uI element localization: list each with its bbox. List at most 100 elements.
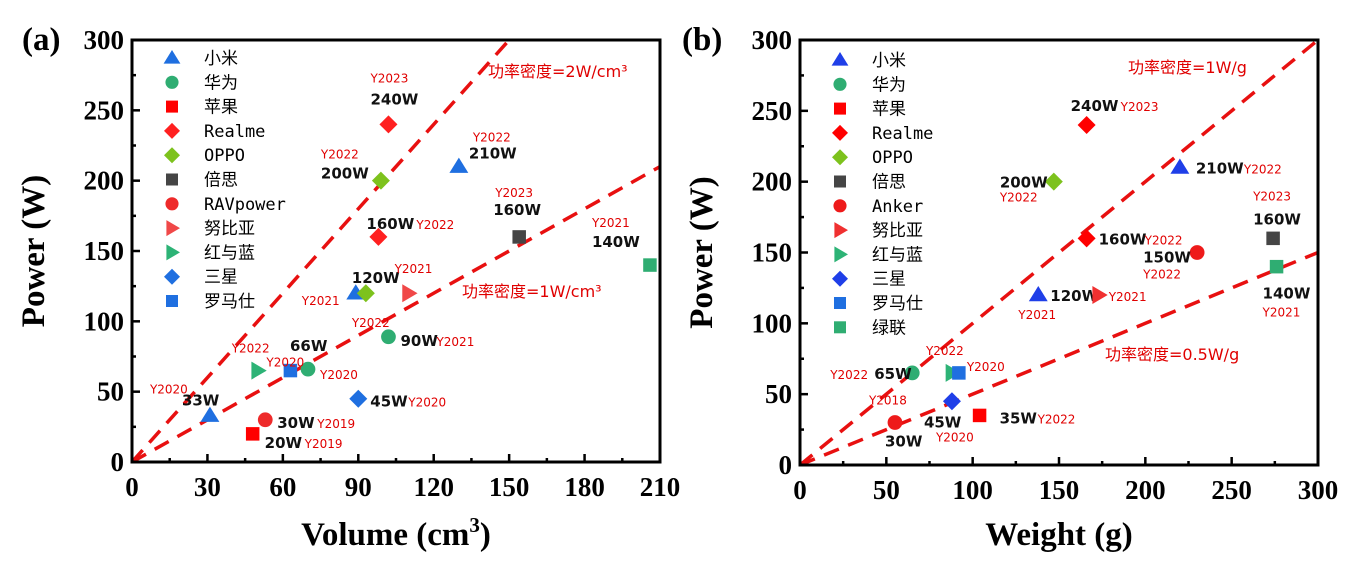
- x-axis-title: Weight (g): [985, 517, 1133, 553]
- legend-marker: [164, 147, 180, 164]
- legend-marker: [832, 270, 848, 287]
- x-tick-label: 0: [125, 472, 139, 502]
- data-label: 30W: [277, 414, 315, 432]
- data-label: 200W: [1000, 174, 1048, 192]
- legend-entry: 红与蓝: [204, 243, 255, 263]
- year-label: Y2022: [231, 342, 270, 356]
- data-point: [904, 365, 920, 381]
- data-point: [1189, 245, 1205, 260]
- legend-marker: [166, 100, 178, 113]
- year-label: Y2022: [1037, 412, 1076, 426]
- legend-marker: [163, 50, 181, 64]
- legend-entry: 三星: [204, 268, 238, 288]
- legend-marker: [166, 220, 180, 237]
- data-point: [356, 284, 375, 303]
- legend-entry: RAVpower: [204, 195, 286, 215]
- data-point: [512, 230, 526, 244]
- year-label: Y2022: [999, 191, 1038, 205]
- y-axis-title: Power (W): [684, 176, 720, 328]
- data-point: [1269, 259, 1284, 274]
- legend-entry: 小米: [204, 49, 238, 69]
- data-label: 35W: [1000, 409, 1038, 427]
- y-tick-label: 200: [84, 166, 125, 196]
- y-tick-label: 200: [752, 167, 793, 197]
- year-label: Y2021: [1108, 290, 1147, 304]
- data-label: 240W: [370, 90, 418, 108]
- legend-entry: 绿联: [872, 318, 906, 338]
- legend-marker: [833, 77, 847, 91]
- year-label: Y2020: [319, 368, 358, 382]
- y-tick-label: 50: [765, 379, 792, 409]
- panel-b: 功率密度=1W/g 功率密度=0.5W/g 0 50 100 150 200 250 300 0 5…: [682, 22, 1338, 553]
- data-label: 160W: [366, 215, 414, 233]
- legend-entry: 倍思: [204, 171, 238, 191]
- data-point: [257, 412, 273, 428]
- legend-entry: 三星: [872, 270, 906, 290]
- x-tick-label: 300: [1298, 475, 1339, 505]
- year-label: Y2018: [868, 394, 907, 408]
- legend-marker: [165, 197, 179, 211]
- y-tick-label: 250: [752, 96, 793, 126]
- reference-line-label: 功率密度=2W/cm³: [488, 62, 628, 81]
- legend-marker: [834, 246, 848, 263]
- legend-marker: [164, 122, 180, 139]
- data-point: [200, 406, 220, 422]
- data-label: 160W: [1099, 230, 1147, 248]
- data-point: [369, 227, 388, 246]
- reference-line-2: [132, 165, 660, 462]
- legend-entry: 苹果: [872, 100, 906, 120]
- year-label: Y2021: [301, 294, 340, 308]
- legend-entry: 罗马仕: [204, 292, 255, 312]
- data-point: [1266, 231, 1280, 246]
- panel-a: 功率密度=2W/cm³ 功率密度=1W/cm³ 0 30 60 90 120 150 180 21…: [16, 22, 680, 553]
- year-label: Y2022: [320, 148, 359, 162]
- data-point: [643, 258, 657, 272]
- year-label: Y2019: [316, 417, 355, 431]
- data-label: 90W: [400, 332, 438, 350]
- data-label: 140W: [592, 233, 640, 251]
- year-label: Y2019: [304, 437, 343, 451]
- year-label: Y2020: [407, 396, 446, 410]
- legend-marker: [166, 244, 180, 261]
- legend-marker: [834, 321, 846, 334]
- year-label: Y2020: [935, 430, 974, 444]
- y-tick-label: 50: [97, 377, 124, 407]
- legend-entry: 努比亚: [204, 219, 255, 239]
- data-label: 140W: [1263, 285, 1311, 303]
- data-label: 160W: [1253, 210, 1301, 228]
- data-label: 120W: [352, 269, 400, 287]
- data-point: [283, 363, 298, 378]
- reference-line-2: [800, 250, 1318, 465]
- data-label: 65W: [874, 365, 912, 383]
- legend-marker: [833, 199, 847, 213]
- legend-entry: OPPO: [204, 146, 245, 166]
- legend-marker: [166, 295, 178, 307]
- legend-marker: [834, 222, 848, 239]
- x-tick-label: 150: [489, 472, 530, 502]
- data-label: 45W: [370, 393, 408, 411]
- data-point: [887, 415, 903, 430]
- legend-marker: [165, 75, 179, 89]
- legend-marker: [834, 297, 846, 309]
- data-point: [1092, 286, 1108, 304]
- year-label: Y2023: [1252, 189, 1291, 203]
- data-label: 66W: [290, 337, 328, 355]
- data-label: 240W: [1071, 97, 1119, 115]
- legend-entry: 倍思: [872, 173, 906, 193]
- data-point: [251, 361, 267, 380]
- legend-entry: 华为: [872, 75, 906, 95]
- legend-marker: [166, 173, 178, 186]
- data-label: 120W: [1050, 287, 1098, 305]
- x-tick-label: 250: [1211, 475, 1252, 505]
- legend-entry: Realme: [872, 124, 933, 144]
- data-point: [952, 366, 966, 380]
- year-label: Y2021: [1017, 308, 1056, 322]
- data-point: [349, 389, 368, 408]
- y-tick-label: 0: [779, 450, 793, 480]
- x-tick-label: 120: [413, 472, 454, 502]
- year-label: Y2022: [1142, 268, 1181, 282]
- data-label: 210W: [1196, 160, 1244, 178]
- year-label: Y2022: [415, 218, 454, 232]
